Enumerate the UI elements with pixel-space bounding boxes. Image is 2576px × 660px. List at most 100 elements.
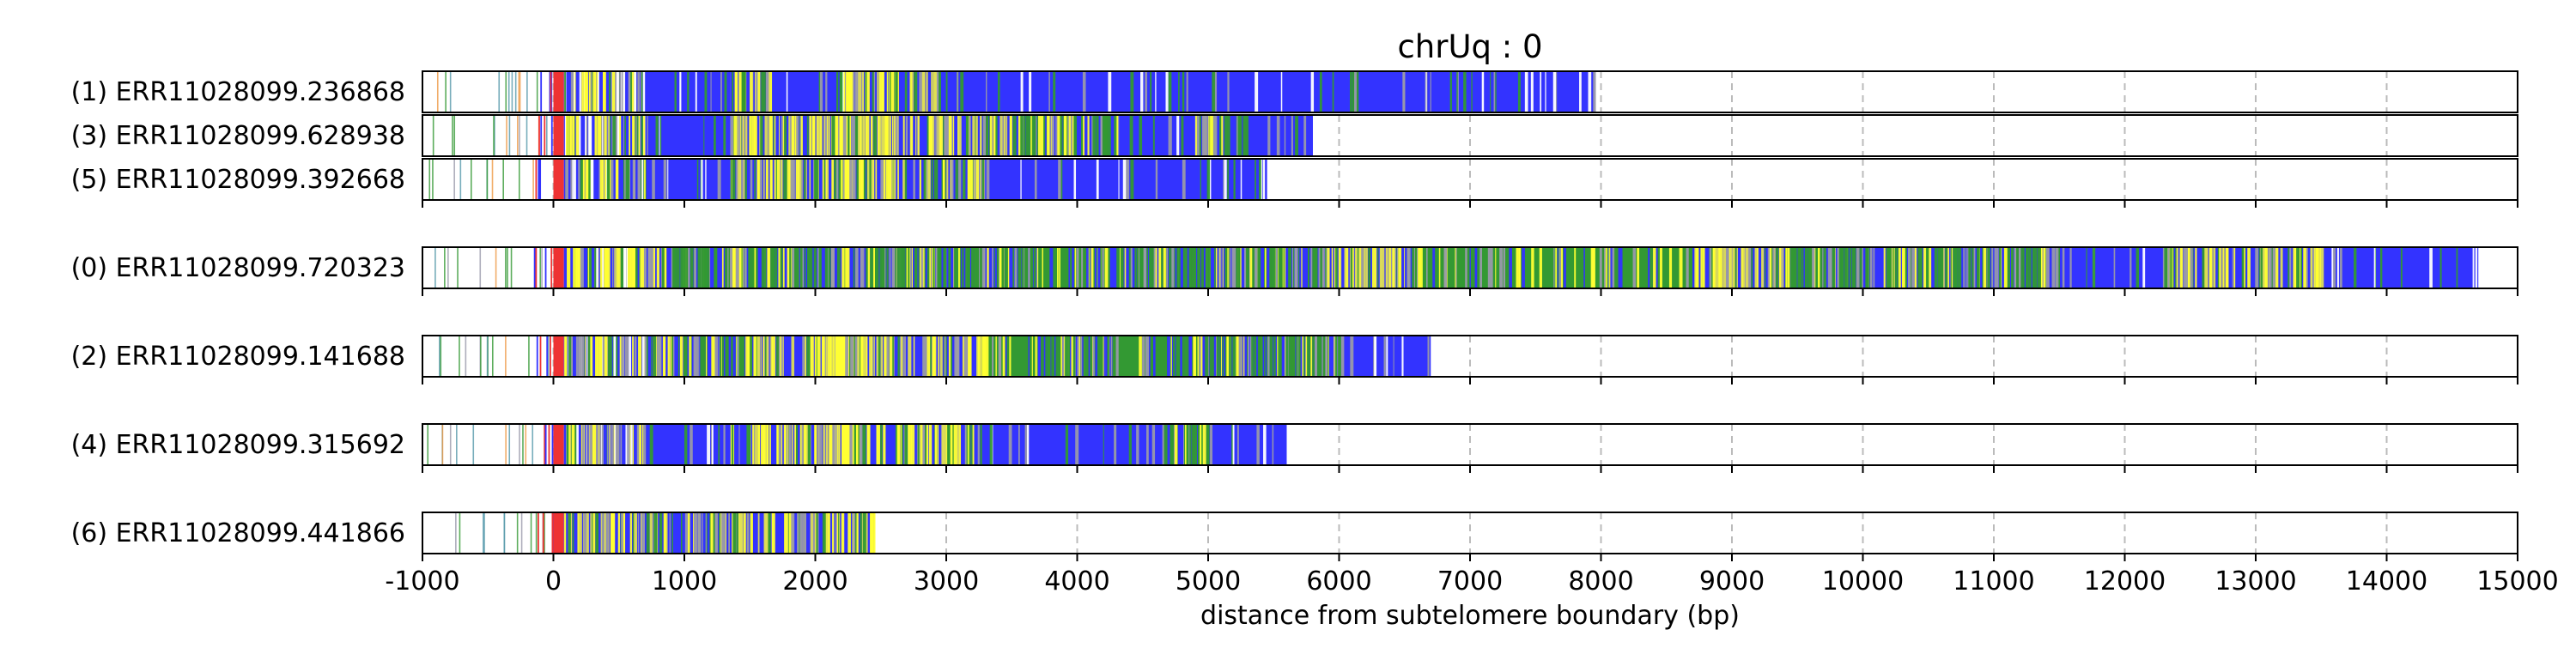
read-stripe [905,115,908,156]
read-stripe [599,247,603,288]
read-stripe [569,115,573,156]
read-stripe [610,115,611,156]
read-stripe [1240,159,1242,200]
read-stripe [1321,247,1325,288]
read-stripe [788,512,792,554]
read-stripe [769,115,772,156]
read-stripe [639,424,642,465]
read-stripe [2179,247,2183,288]
read-stripe [950,159,951,200]
read-stripe [566,424,569,465]
read-stripe [671,247,673,288]
read-stripe [710,71,712,112]
read-stripe [1855,247,1856,288]
read-stripe [1236,247,1238,288]
read-stripe [1793,247,1796,288]
read-stripe [757,71,761,112]
read-stripe [986,159,990,200]
read-stripe [630,71,635,112]
read-stripe [1012,115,1017,156]
read-stripe [1174,247,1176,288]
read-stripe [612,336,614,377]
read-stripe [1199,424,1203,465]
read-stripe [1140,71,1144,112]
read-stripe [2287,247,2290,288]
read-region [553,71,564,112]
read-stripe [714,115,716,156]
read-stripe [971,247,974,288]
read-stripe [1820,247,1823,288]
read-stripe [1018,424,1020,465]
read-stripe [922,336,926,377]
read-stripe [1490,247,1493,288]
read-stripe [789,247,792,288]
read-stripe [890,71,895,112]
read-stripe [1200,247,1204,288]
read-stripe [2195,247,2197,288]
read-stripe [1010,115,1012,156]
read-stripe [1020,159,1022,200]
read-stripe [1227,159,1230,200]
read-stripe [912,424,915,465]
read-stripe [1390,247,1394,288]
read-stripe [1531,247,1534,288]
read-stripe [754,159,756,200]
read-stripe [1778,247,1781,288]
read-stripe [763,512,767,554]
read-stripe [1714,247,1716,288]
read-stripe [1053,71,1056,112]
read-stripe [943,115,945,156]
read-stripe [1086,336,1089,377]
read-stripe [1035,336,1037,377]
read-stripe [1487,247,1491,288]
read-stripe [750,159,753,200]
read-stripe [861,71,863,112]
read-stripe [1162,424,1164,465]
read-stripe [601,512,605,554]
read-stripe [2225,247,2229,288]
read-stripe [1163,247,1166,288]
read-stripe [863,115,866,156]
read-stripe [586,115,588,156]
read-stripe [1210,115,1213,156]
read-stripe [811,336,814,377]
read-stripe [1222,247,1224,288]
read-stripe [690,424,693,465]
read-stripe [1659,247,1662,288]
read-stripe [564,115,567,156]
read-stripe [1212,71,1215,112]
read-stripe [615,336,618,377]
read-stripe [838,512,840,554]
read-stripe [659,115,660,156]
read-stripe [827,159,829,200]
read-stripe [1095,336,1098,377]
read-stripe [629,247,633,288]
read-stripe [959,247,961,288]
read-stripe [965,247,967,288]
read-stripe [823,159,826,200]
read-stripe [1841,247,1844,288]
read-stripe [1236,115,1238,156]
read-stripe [592,424,596,465]
read-stripe [1352,71,1355,112]
read-stripe [1310,247,1313,288]
read-stripe [1074,247,1077,288]
read-stripe [836,512,839,554]
read-stripe [743,512,746,554]
read-stripe [653,512,658,554]
read-stripe [679,336,683,377]
read-stripe [1287,336,1291,377]
read-stripe [1718,247,1722,288]
read-stripe [856,159,860,200]
read-stripe [1059,247,1060,288]
read-stripe [551,512,554,554]
read-stripe [1732,247,1735,288]
read-stripe [483,512,485,554]
read-stripe [1145,71,1148,112]
read-stripe [445,71,447,112]
read-stripe [891,115,894,156]
read-stripe [2293,247,2296,288]
read-stripe [578,115,581,156]
read-stripe [629,115,630,156]
read-stripe [1041,336,1044,377]
